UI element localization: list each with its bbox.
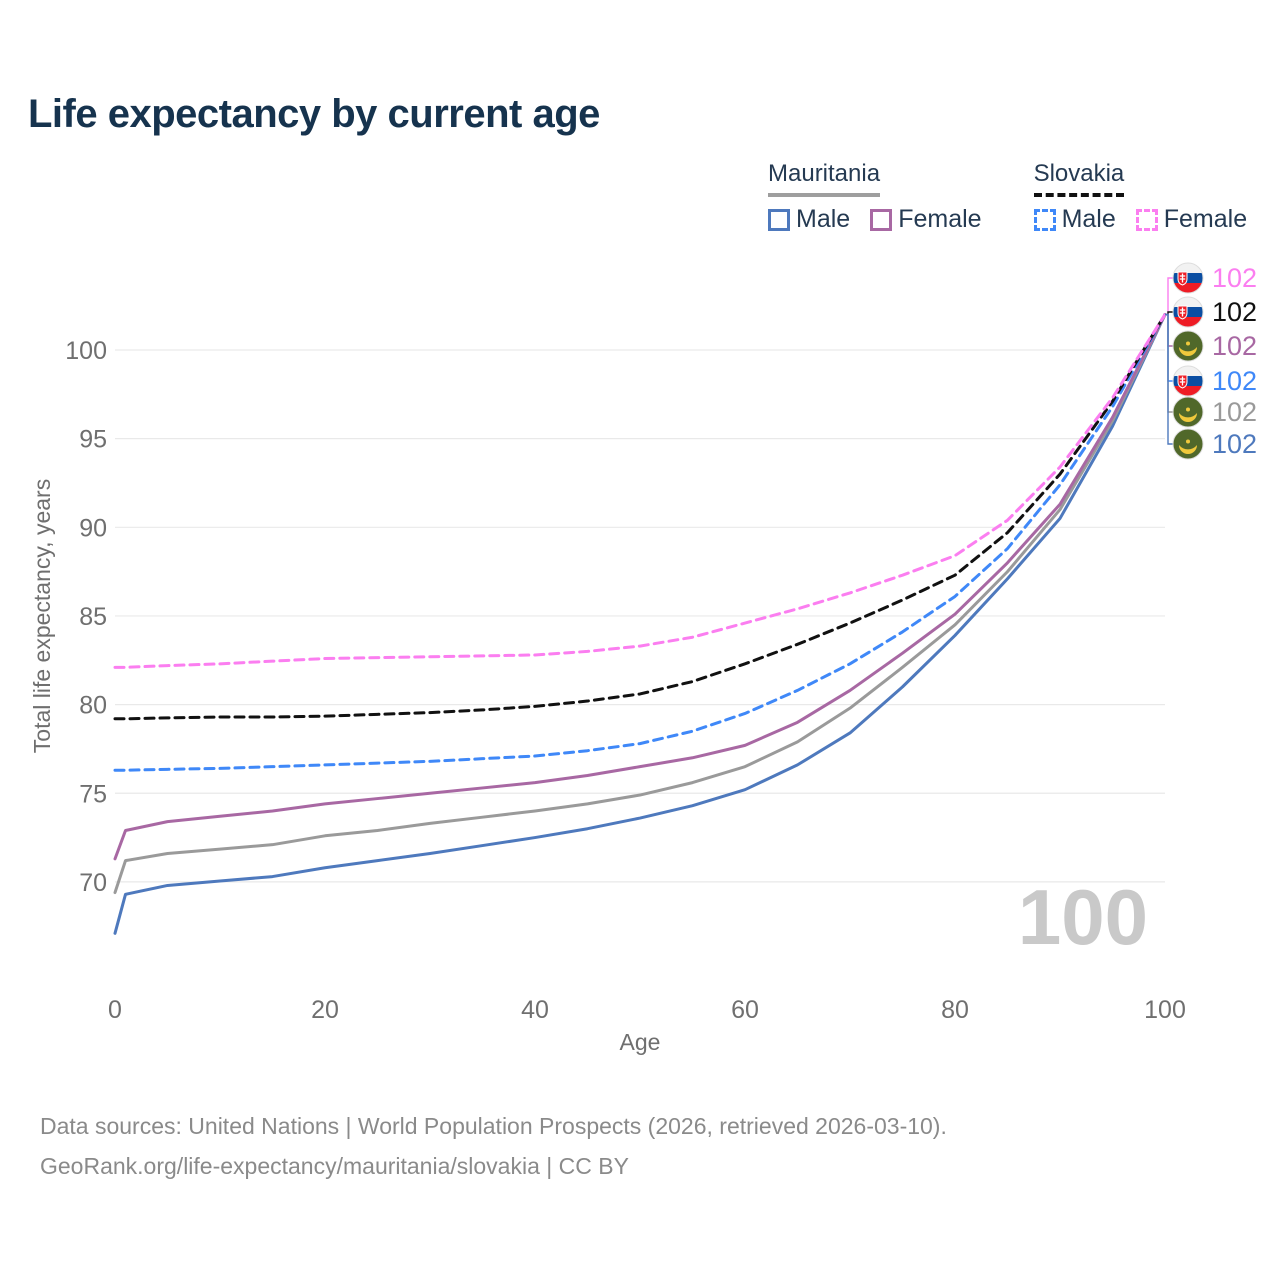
- legend-item-slovakia-female[interactable]: Female: [1135, 205, 1248, 234]
- end-label-value-mauritania-both: 102: [1212, 397, 1257, 427]
- legend-swatch-icon: [870, 208, 893, 231]
- series-line-mauritania-male[interactable]: [113, 313, 1167, 935]
- x-tick-label-80: 80: [941, 996, 969, 1024]
- y-axis-title: Total life expectancy, years: [29, 479, 55, 753]
- end-label-connector-mauritania-female: [1165, 313, 1173, 347]
- end-label-value-slovakia-female: 102: [1212, 263, 1257, 293]
- y-tick-label-85: 85: [79, 603, 107, 631]
- end-label-connector-slovakia-female: [1165, 277, 1173, 316]
- flag-mauritania-icon: [1172, 428, 1204, 460]
- data-source-footer: Data sources: United Nations | World Pop…: [40, 1106, 947, 1186]
- end-label-connector-slovakia-male: [1165, 313, 1173, 382]
- y-tick-label-100: 100: [65, 337, 107, 365]
- x-tick-label-60: 60: [731, 996, 759, 1024]
- end-label-connector-mauritania-male: [1165, 313, 1173, 445]
- legend-item-label: Female: [898, 205, 982, 233]
- x-axis-title: Age: [620, 1029, 661, 1055]
- y-tick-label-95: 95: [79, 426, 107, 454]
- series-line-slovakia-female[interactable]: [113, 313, 1167, 669]
- legend-item-mauritania-female[interactable]: Female: [870, 205, 982, 234]
- y-tick-label-70: 70: [79, 869, 107, 897]
- chart-title: Life expectancy by current age: [28, 92, 600, 136]
- flag-slovakia-icon: [1172, 365, 1204, 397]
- x-tick-label-20: 20: [311, 996, 339, 1024]
- legend-swatch-icon: [1033, 208, 1056, 231]
- age-watermark: 100: [1017, 873, 1148, 961]
- y-tick-label-80: 80: [79, 692, 107, 720]
- y-tick-label-90: 90: [79, 514, 107, 542]
- flag-mauritania-icon: [1172, 330, 1204, 362]
- legend-item-label: Male: [1061, 205, 1116, 233]
- series-line-slovakia-both[interactable]: [113, 313, 1167, 721]
- flag-mauritania-icon: [1172, 396, 1204, 428]
- legend-group-slovakia: Slovakia Male Female: [1033, 160, 1248, 234]
- legend-item-label: Female: [1163, 205, 1248, 233]
- series-line-mauritania-female[interactable]: [113, 313, 1167, 861]
- footer-line-2: GeoRank.org/life-expectancy/mauritania/s…: [40, 1153, 629, 1179]
- end-label-connector-mauritania-both: [1165, 313, 1173, 413]
- legend-item-mauritania-male[interactable]: Male: [768, 205, 850, 234]
- legend-swatch-icon: [1135, 208, 1158, 231]
- legend-swatch-icon: [768, 208, 790, 231]
- end-label-value-slovakia-both: 102: [1212, 297, 1257, 327]
- legend-items-row: Male Female: [1033, 205, 1248, 234]
- legend-group-title: Slovakia: [1033, 160, 1125, 197]
- x-tick-label-0: 0: [108, 996, 122, 1024]
- legend-items-row: Male Female: [768, 205, 982, 234]
- legend: Mauritania Male Female Slovakia Male Female: [768, 160, 1247, 234]
- y-tick-label-75: 75: [79, 780, 107, 808]
- legend-group-title: Mauritania: [768, 160, 881, 197]
- legend-item-label: Male: [796, 205, 851, 233]
- series-line-slovakia-male[interactable]: [113, 313, 1167, 772]
- footer-line-1: Data sources: United Nations | World Pop…: [40, 1113, 947, 1139]
- flag-slovakia-icon: [1172, 262, 1204, 294]
- flag-slovakia-icon: [1172, 296, 1204, 328]
- x-tick-label-100: 100: [1144, 996, 1186, 1024]
- end-label-value-mauritania-female: 102: [1212, 331, 1257, 361]
- end-label-value-slovakia-male: 102: [1212, 366, 1257, 396]
- legend-item-slovakia-male[interactable]: Male: [1033, 205, 1116, 234]
- legend-group-mauritania: Mauritania Male Female: [768, 160, 982, 234]
- series-line-mauritania-both[interactable]: [113, 313, 1167, 895]
- x-tick-label-40: 40: [521, 996, 549, 1024]
- end-label-value-mauritania-male: 102: [1212, 429, 1257, 459]
